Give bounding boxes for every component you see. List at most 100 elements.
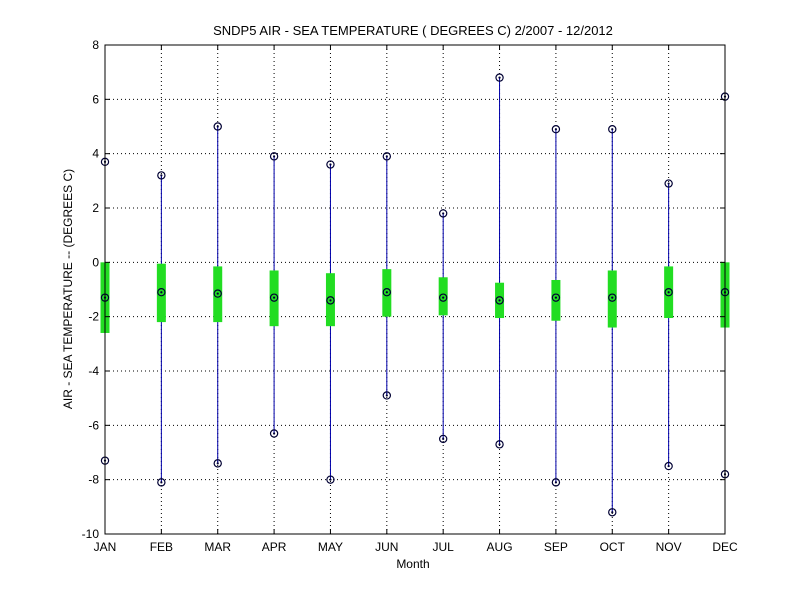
box-series	[100, 73, 730, 517]
x-axis-label: Month	[396, 557, 429, 571]
max-marker-dot	[272, 155, 276, 158]
box-mar	[213, 122, 223, 468]
max-marker-dot	[498, 76, 501, 79]
median-marker	[664, 288, 673, 297]
max-marker-dot	[554, 128, 558, 131]
box-jul	[438, 209, 448, 444]
median-marker	[438, 293, 448, 302]
min-marker-dot	[385, 394, 388, 397]
y-tick-label: -6	[88, 418, 99, 432]
min-marker	[213, 459, 222, 468]
chart-title: SNDP5 AIR - SEA TEMPERATURE ( DEGREES C)…	[213, 23, 613, 38]
max-marker-dot	[611, 128, 614, 131]
min-marker-dot	[272, 432, 276, 435]
y-tick-label: 4	[92, 147, 99, 161]
y-tick-label: 8	[92, 38, 99, 52]
x-tick-label: APR	[262, 540, 287, 554]
y-tick-label: 6	[92, 92, 99, 106]
max-marker-dot	[385, 155, 388, 158]
median-marker-dot	[611, 296, 614, 299]
box-sep	[551, 125, 561, 487]
min-marker-dot	[498, 443, 501, 446]
y-tick-label: 2	[92, 201, 99, 215]
x-tick-label: JAN	[94, 540, 117, 554]
median-marker-dot	[442, 296, 445, 299]
iqr-box	[551, 279, 561, 321]
min-marker	[438, 434, 448, 444]
min-marker-dot	[329, 478, 332, 481]
median-marker	[157, 288, 166, 297]
median-marker	[382, 288, 392, 297]
median-marker	[213, 289, 222, 298]
max-marker	[269, 152, 279, 161]
x-tick-label: AUG	[487, 540, 513, 554]
median-marker	[326, 296, 335, 305]
median-marker	[551, 293, 561, 302]
x-tick-label: SEP	[544, 540, 568, 554]
median-marker-dot	[216, 292, 219, 295]
min-marker	[495, 440, 504, 449]
max-marker	[608, 125, 617, 134]
max-marker	[382, 152, 392, 161]
median-marker-dot	[385, 291, 388, 294]
min-marker-dot	[442, 437, 445, 441]
plot-frame	[104, 44, 726, 535]
max-marker-dot	[160, 174, 163, 177]
box-jun	[382, 152, 392, 400]
min-marker	[326, 475, 335, 484]
max-marker	[551, 125, 561, 134]
min-marker-dot	[554, 481, 558, 484]
y-tick-label: -8	[88, 473, 99, 487]
min-marker	[664, 461, 673, 471]
min-marker-dot	[667, 464, 670, 468]
max-marker-dot	[442, 212, 445, 215]
y-tick-label: -2	[88, 310, 99, 324]
median-marker-dot	[667, 291, 670, 294]
x-tick-labels: JAN FEB MAR APR MAY JUN JUL AUG SEP OCT NOV DEC	[94, 45, 738, 554]
median-marker-dot	[272, 296, 276, 299]
min-marker	[551, 478, 561, 487]
x-tick-label: NOV	[656, 540, 682, 554]
min-marker	[269, 429, 279, 438]
box-feb	[156, 171, 166, 487]
y-tick-label: -4	[88, 364, 99, 378]
median-marker-dot	[554, 296, 558, 299]
y-axis-label: AIR - SEA TEMPERATURE -- (DEGREES C)	[61, 169, 75, 409]
x-tick-label: MAR	[204, 540, 231, 554]
min-marker-dot	[160, 481, 163, 484]
max-marker	[326, 160, 335, 169]
box-aug	[495, 73, 505, 449]
median-marker	[608, 293, 617, 302]
y-tick-labels: -10 -8 -6 -4 -2 0 2 4 6 8	[82, 38, 725, 541]
min-marker-dot	[611, 511, 614, 514]
y-tick-label: 0	[92, 255, 99, 269]
box-nov	[664, 179, 674, 471]
max-marker-dot	[667, 182, 670, 185]
iqr-box	[607, 270, 617, 328]
median-marker	[495, 296, 504, 305]
grid-lines	[105, 45, 725, 534]
max-marker-dot	[329, 163, 332, 166]
x-tick-label: MAY	[318, 540, 343, 554]
box-oct	[607, 125, 617, 517]
max-marker	[213, 122, 222, 131]
x-tick-label: OCT	[600, 540, 626, 554]
median-marker-dot	[498, 299, 501, 302]
x-tick-label: JUL	[433, 540, 455, 554]
max-marker-dot	[216, 125, 219, 128]
x-tick-label: JUN	[375, 540, 398, 554]
min-marker	[157, 478, 166, 487]
median-marker-dot	[329, 299, 332, 302]
max-marker	[495, 73, 504, 82]
x-tick-label: FEB	[150, 540, 173, 554]
max-marker	[438, 209, 448, 218]
min-marker	[382, 391, 392, 400]
max-marker	[664, 179, 673, 188]
max-marker	[157, 171, 166, 180]
iqr-box	[438, 277, 448, 316]
y-tick-label: -10	[82, 527, 100, 541]
median-marker	[269, 293, 279, 302]
box-apr	[269, 152, 279, 438]
